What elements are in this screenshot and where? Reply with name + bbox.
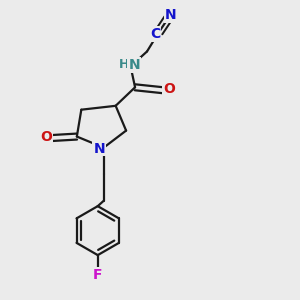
Text: N: N [128,58,140,72]
Text: C: C [150,26,161,40]
Text: O: O [163,82,175,96]
Text: H: H [119,58,129,71]
Text: N: N [164,8,176,22]
Text: F: F [93,268,103,282]
Text: N: N [93,142,105,155]
Text: O: O [40,130,52,144]
